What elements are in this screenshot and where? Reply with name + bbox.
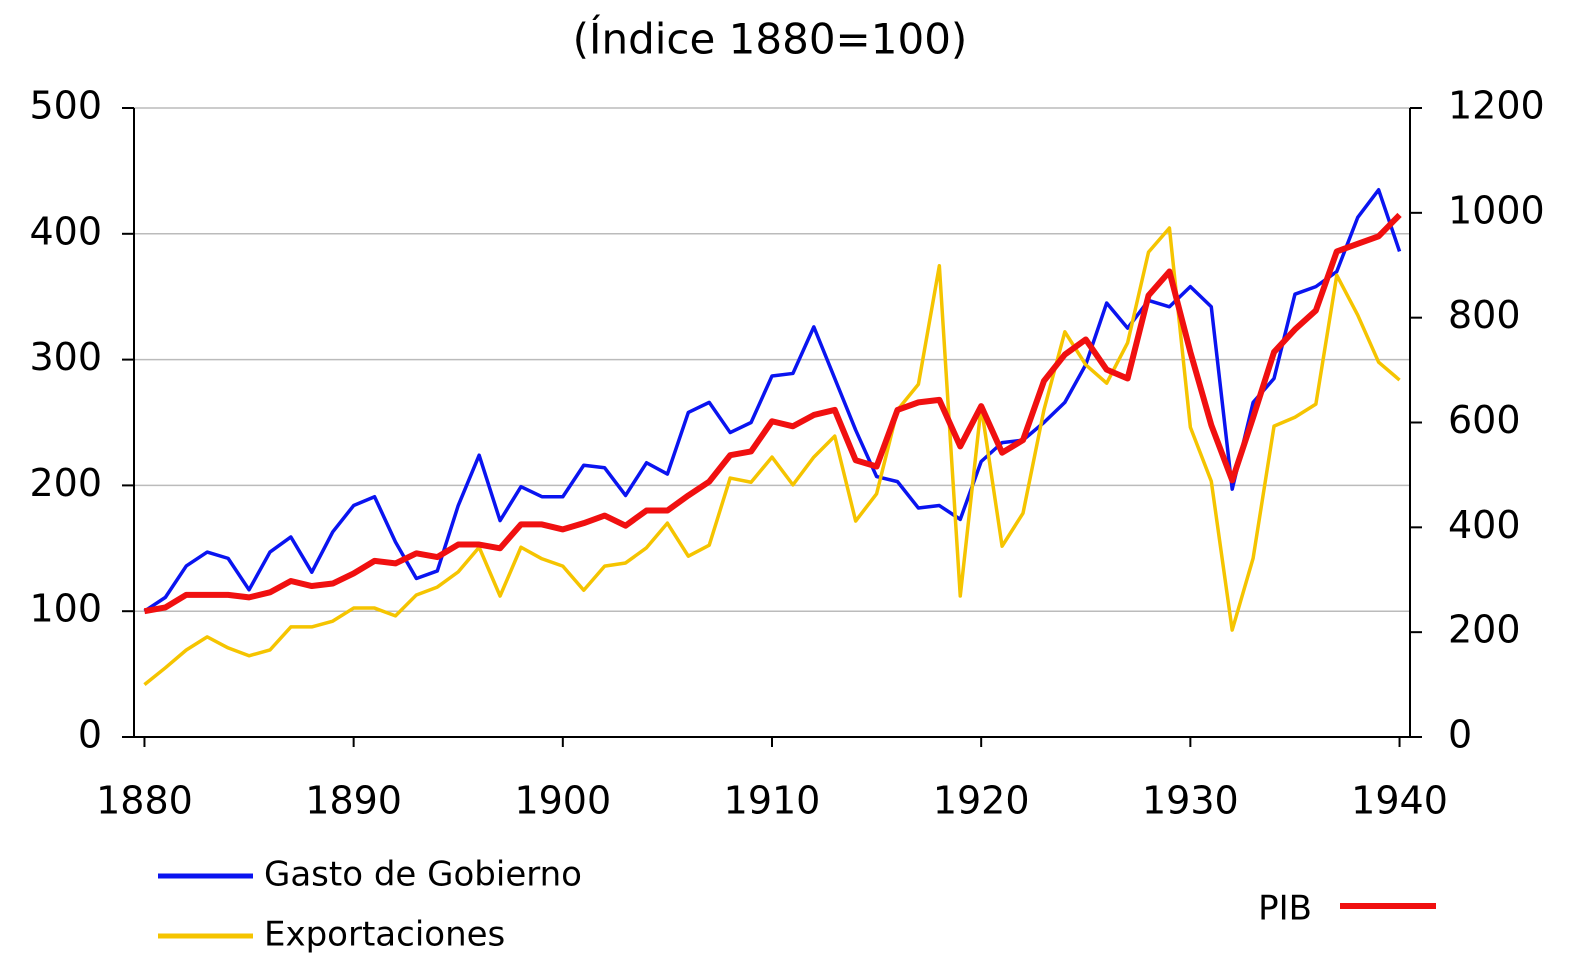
y-tick-label: 300 xyxy=(29,335,102,379)
x-tick-label: 1920 xyxy=(933,779,1030,823)
y2-tick-label: 200 xyxy=(1448,608,1521,652)
y-tick-label: 200 xyxy=(29,461,102,505)
x-tick-label: 1900 xyxy=(514,779,611,823)
series-line xyxy=(143,226,1401,686)
y2-tick-label: 800 xyxy=(1448,293,1521,337)
x-tick-label: 1880 xyxy=(96,779,193,823)
series-line xyxy=(143,188,1402,613)
x-tick-label: 1910 xyxy=(724,779,821,823)
x-tick-label: 1930 xyxy=(1142,779,1239,823)
y2-tick-label: 1200 xyxy=(1448,84,1545,128)
y-tick-label: 100 xyxy=(29,587,102,631)
x-tick-label: 1890 xyxy=(305,779,402,823)
y2-tick-label: 600 xyxy=(1448,398,1521,442)
series-line xyxy=(143,212,1402,615)
y-tick-label: 500 xyxy=(29,84,102,128)
y-tick-label: 0 xyxy=(78,713,102,757)
y2-tick-label: 0 xyxy=(1448,713,1472,757)
legend-label: Exportaciones xyxy=(264,915,505,955)
y-tick-label: 400 xyxy=(29,209,102,253)
y2-tick-label: 1000 xyxy=(1448,188,1545,232)
y2-tick-label: 400 xyxy=(1448,503,1521,547)
legend-label: PIB xyxy=(1258,889,1312,929)
legend-label: Gasto de Gobierno xyxy=(264,855,582,895)
chart-title: (Índice 1880=100) xyxy=(573,14,968,64)
x-tick-label: 1940 xyxy=(1351,779,1448,823)
